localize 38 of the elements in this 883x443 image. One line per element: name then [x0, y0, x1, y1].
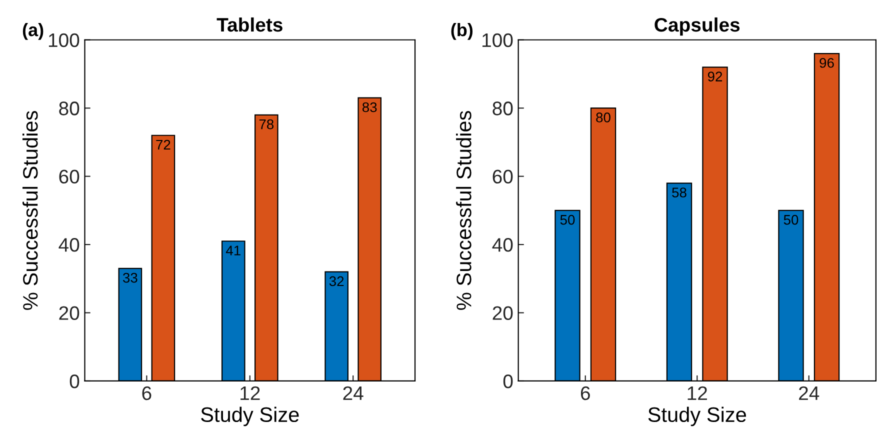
y-tick-label: 100 [48, 33, 80, 48]
y-tick-label: 60 [492, 170, 513, 184]
x-tick-label: 24 [799, 386, 820, 400]
y-axis-title: % Successful Studies [22, 111, 38, 310]
x-tick-label: 6 [142, 386, 152, 400]
text: (b) [451, 23, 473, 40]
y-tick-label: 0 [70, 374, 80, 388]
data-label: 80 [596, 112, 610, 122]
x-axis-title: Study Size [201, 406, 299, 426]
y-tick-label: 0 [503, 374, 513, 388]
x-tick-label: 6 [580, 386, 590, 400]
x-tick-label: 12 [240, 386, 260, 400]
data-label: 78 [259, 119, 274, 130]
y-tick-label: 100 [482, 33, 513, 48]
chart-title: Capsules [654, 17, 740, 36]
y-tick-label: 20 [492, 306, 513, 320]
data-label: 58 [672, 188, 686, 198]
data-label: 96 [820, 58, 834, 68]
data-label: 72 [156, 140, 170, 150]
data-label: 41 [226, 246, 240, 256]
y-tick-label: 80 [492, 102, 513, 116]
y-tick-label: 40 [58, 238, 80, 252]
y-axis-title: % Successful Studies [456, 111, 472, 310]
data-label: 50 [560, 214, 575, 225]
x-axis-title: Study Size [648, 406, 746, 426]
text: (a) [22, 23, 44, 40]
data-label: 92 [708, 72, 722, 82]
data-label: 83 [362, 102, 377, 112]
y-tick-label: 80 [59, 102, 80, 116]
data-label: 33 [122, 272, 138, 283]
x-tick-label: 24 [343, 386, 364, 400]
data-label: 32 [329, 276, 344, 286]
y-tick-label: 20 [59, 306, 80, 320]
x-tick-label: 12 [688, 386, 707, 400]
y-tick-label: 40 [492, 238, 513, 252]
y-tick-label: 60 [59, 170, 80, 184]
data-label: 50 [784, 214, 798, 225]
chart-title: Tablets [216, 17, 282, 32]
